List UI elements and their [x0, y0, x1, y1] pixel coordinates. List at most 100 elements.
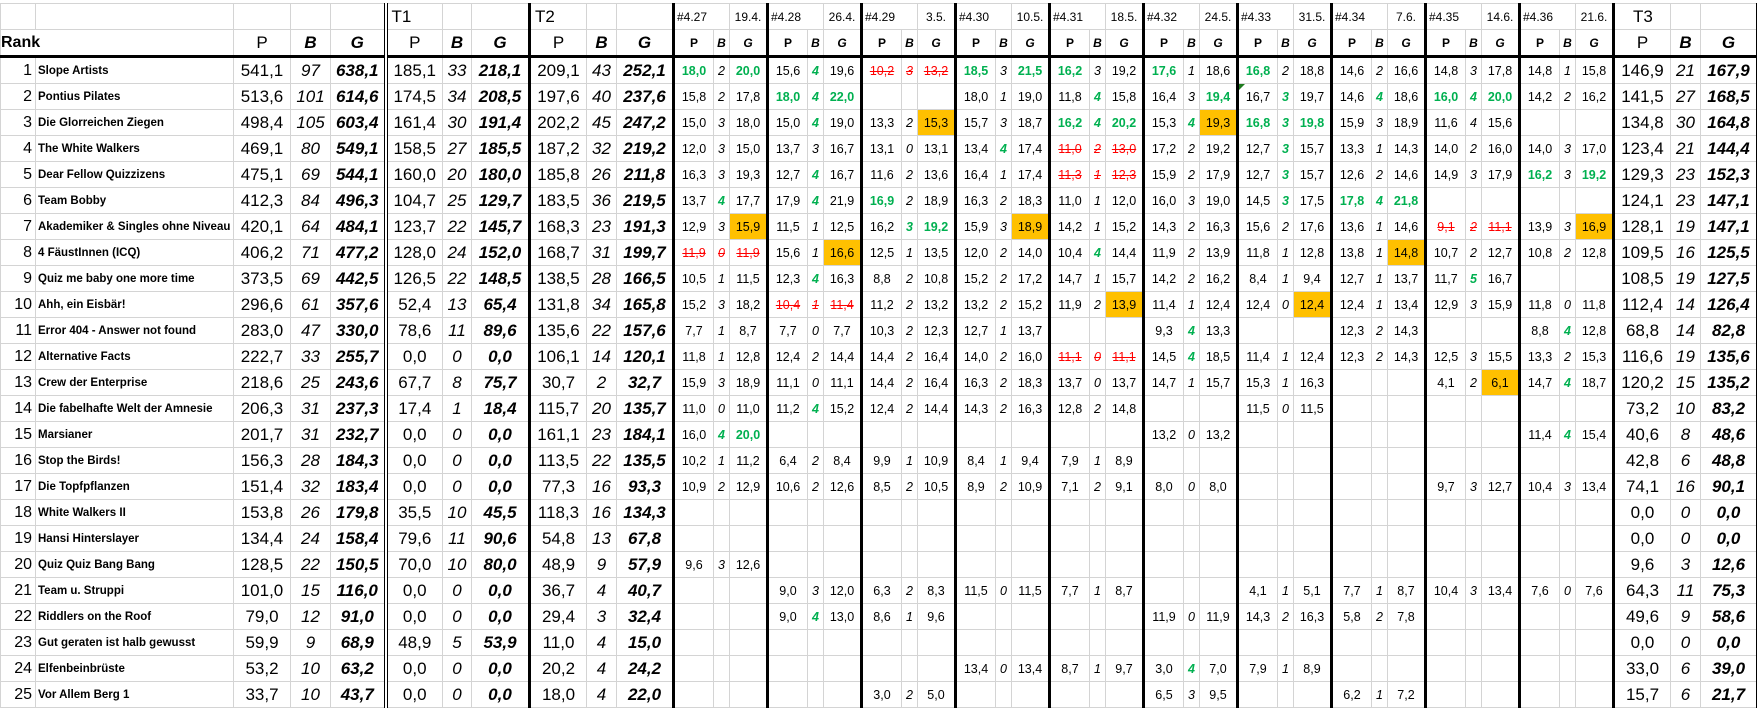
- total-bonus-cell[interactable]: 28: [291, 448, 331, 474]
- quiz-points-cell[interactable]: 13,2: [956, 292, 996, 318]
- quiz-total-cell[interactable]: 19,4: [1200, 84, 1238, 110]
- t3-total-cell[interactable]: 0,0: [1701, 500, 1757, 526]
- quiz-points-cell[interactable]: 11,7: [1426, 266, 1466, 292]
- total-points-cell[interactable]: 222,7: [234, 344, 291, 370]
- rank-cell[interactable]: 20: [1, 552, 36, 578]
- quiz-points-cell[interactable]: [862, 500, 902, 526]
- total-points-cell[interactable]: 469,1: [234, 136, 291, 162]
- quiz-total-cell[interactable]: 20,2: [1106, 110, 1144, 136]
- quiz-bonus-cell[interactable]: 4: [1372, 188, 1388, 214]
- quiz-points-cell[interactable]: 14,3: [1238, 604, 1278, 630]
- quiz-bonus-cell[interactable]: [1278, 422, 1294, 448]
- quiz-total-cell[interactable]: 16,0: [1012, 344, 1050, 370]
- t1-points-cell[interactable]: 0,0: [386, 578, 443, 604]
- quiz-bonus-cell[interactable]: [1560, 682, 1576, 708]
- quiz-total-cell[interactable]: 14,4: [824, 344, 862, 370]
- quiz-total-cell[interactable]: [1482, 500, 1520, 526]
- quiz-bonus-cell[interactable]: 1: [996, 448, 1012, 474]
- quiz-bonus-cell[interactable]: [714, 526, 730, 552]
- quiz-points-cell[interactable]: [1050, 552, 1090, 578]
- rank-cell[interactable]: 5: [1, 162, 36, 188]
- team-name-cell[interactable]: Quiz Quiz Bang Bang: [36, 552, 234, 578]
- quiz-total-cell[interactable]: 19,6: [824, 57, 862, 84]
- rank-cell[interactable]: 4: [1, 136, 36, 162]
- t2-bonus-cell[interactable]: 31: [587, 240, 617, 266]
- quiz-points-cell[interactable]: 6,3: [862, 578, 902, 604]
- quiz-points-cell[interactable]: [1144, 578, 1184, 604]
- team-name-cell[interactable]: Die Topfpflanzen: [36, 474, 234, 500]
- quiz-bonus-cell[interactable]: 2: [902, 396, 918, 422]
- quiz-bonus-cell[interactable]: 3: [1184, 682, 1200, 708]
- t1-total-cell[interactable]: 208,5: [472, 84, 530, 110]
- quiz-points-cell[interactable]: [674, 630, 714, 656]
- quiz-total-cell[interactable]: 17,6: [1294, 214, 1332, 240]
- quiz-bonus-cell[interactable]: 4: [714, 188, 730, 214]
- quiz-total-cell[interactable]: 18,2: [730, 292, 768, 318]
- quiz-points-cell[interactable]: 9,7: [1426, 474, 1466, 500]
- quiz-total-cell[interactable]: 19,0: [1200, 188, 1238, 214]
- quiz-bonus-cell[interactable]: 2: [1090, 396, 1106, 422]
- total-total-cell[interactable]: 603,4: [331, 110, 386, 136]
- quiz-points-cell[interactable]: [1238, 500, 1278, 526]
- team-name-cell[interactable]: Team u. Struppi: [36, 578, 234, 604]
- quiz-bonus-cell[interactable]: 2: [902, 162, 918, 188]
- quiz-bonus-cell[interactable]: [1466, 422, 1482, 448]
- quiz-total-cell[interactable]: 13,9: [1200, 240, 1238, 266]
- quiz-total-cell[interactable]: 19,2: [918, 214, 956, 240]
- quiz-points-cell[interactable]: 10,7: [1426, 240, 1466, 266]
- quiz-bonus-cell[interactable]: 1: [902, 604, 918, 630]
- t1-bonus-cell[interactable]: 0: [443, 422, 472, 448]
- quiz-points-cell[interactable]: 7,7: [674, 318, 714, 344]
- quiz-points-cell[interactable]: [768, 682, 808, 708]
- quiz-bonus-cell[interactable]: [1560, 630, 1576, 656]
- total-bonus-cell[interactable]: 71: [291, 240, 331, 266]
- quiz-points-cell[interactable]: 11,8: [1238, 240, 1278, 266]
- total-total-cell[interactable]: 614,6: [331, 84, 386, 110]
- t3-points-cell[interactable]: 0,0: [1614, 630, 1671, 656]
- quiz-total-cell[interactable]: [1576, 630, 1614, 656]
- t1-bonus-cell[interactable]: 13: [443, 292, 472, 318]
- quiz-total-cell[interactable]: 20,0: [730, 422, 768, 448]
- quiz-points-cell[interactable]: 11,8: [1520, 292, 1560, 318]
- quiz-points-cell[interactable]: [1426, 630, 1466, 656]
- quiz-bonus-cell[interactable]: [1278, 318, 1294, 344]
- quiz-bonus-cell[interactable]: 1: [1372, 214, 1388, 240]
- quiz-bonus-cell[interactable]: 4: [1184, 110, 1200, 136]
- quiz-total-cell[interactable]: [1482, 318, 1520, 344]
- quiz-points-cell[interactable]: [1332, 526, 1372, 552]
- quiz-bonus-cell[interactable]: 3: [1278, 136, 1294, 162]
- quiz-points-cell[interactable]: 11,0: [1050, 188, 1090, 214]
- quiz-points-cell[interactable]: 17,8: [1332, 188, 1372, 214]
- t2-points-cell[interactable]: 131,8: [530, 292, 587, 318]
- quiz-bonus-cell[interactable]: [1278, 630, 1294, 656]
- quiz-points-cell[interactable]: 10,4: [1426, 578, 1466, 604]
- t1-total-cell[interactable]: 80,0: [472, 552, 530, 578]
- t3-total-cell[interactable]: 135,6: [1701, 344, 1757, 370]
- t2-total-cell[interactable]: 67,8: [617, 526, 674, 552]
- quiz-points-cell[interactable]: [956, 630, 996, 656]
- total-total-cell[interactable]: 477,2: [331, 240, 386, 266]
- quiz-bonus-cell[interactable]: 3: [1466, 344, 1482, 370]
- quiz-total-cell[interactable]: 13,2: [918, 57, 956, 84]
- quiz-bonus-cell[interactable]: [808, 500, 824, 526]
- quiz-bonus-cell[interactable]: 1: [1090, 214, 1106, 240]
- quiz-total-cell[interactable]: 5,1: [1294, 578, 1332, 604]
- quiz-total-cell[interactable]: 8,0: [1200, 474, 1238, 500]
- quiz-points-cell[interactable]: 14,2: [1144, 266, 1184, 292]
- quiz-points-cell[interactable]: 13,7: [674, 188, 714, 214]
- quiz-points-cell[interactable]: [1426, 422, 1466, 448]
- t2-total-cell[interactable]: 15,0: [617, 630, 674, 656]
- t2-bonus-cell[interactable]: 23: [587, 214, 617, 240]
- quiz-total-cell[interactable]: 18,6: [1388, 84, 1426, 110]
- total-total-cell[interactable]: 330,0: [331, 318, 386, 344]
- quiz-points-cell[interactable]: [674, 604, 714, 630]
- quiz-bonus-cell[interactable]: [1090, 604, 1106, 630]
- quiz-total-cell[interactable]: 17,2: [1012, 266, 1050, 292]
- total-bonus-cell[interactable]: 31: [291, 396, 331, 422]
- quiz-total-cell[interactable]: 12,8: [730, 344, 768, 370]
- quiz-bonus-cell[interactable]: 3: [1184, 84, 1200, 110]
- t1-total-cell[interactable]: 0,0: [472, 448, 530, 474]
- quiz-points-cell[interactable]: [1238, 682, 1278, 708]
- quiz-bonus-cell[interactable]: 4: [808, 396, 824, 422]
- quiz-bonus-cell[interactable]: [902, 630, 918, 656]
